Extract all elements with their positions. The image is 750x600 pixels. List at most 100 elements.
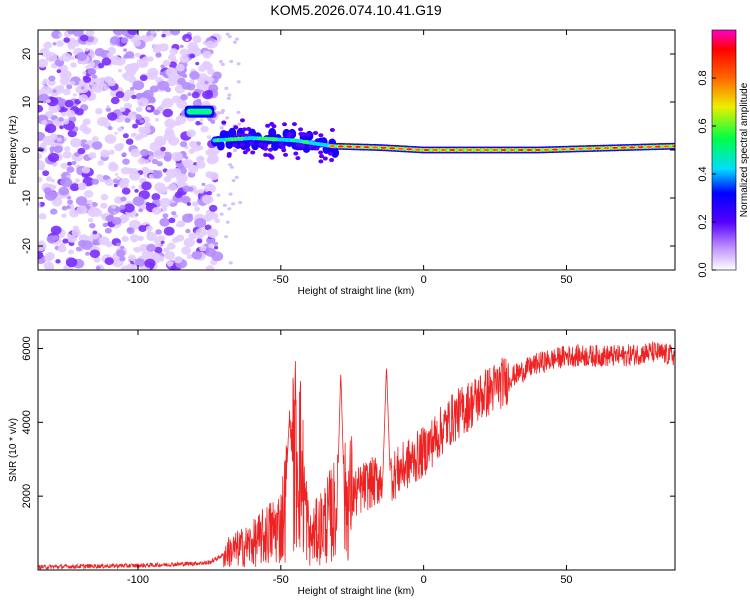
noise-blob (46, 176, 53, 182)
noise-blob (60, 107, 65, 112)
noise-blob (144, 258, 156, 269)
noise-blob (70, 62, 77, 68)
noise-blob (69, 183, 80, 192)
trace-core-inner (594, 147, 601, 150)
noise-blob (232, 148, 237, 153)
noise-blob (229, 59, 234, 64)
noise-blob (182, 185, 191, 193)
trace-scatter (233, 125, 239, 130)
noise-blob (81, 123, 86, 128)
trace-core-inner (389, 147, 396, 150)
noise-blob (129, 213, 136, 218)
noise-blob (92, 230, 98, 235)
noise-blob (186, 202, 192, 206)
noise-blob (153, 109, 161, 116)
trace-scatter (249, 141, 255, 146)
snr-panel: -100 -50 0 50 2000 4000 6000 Height of straigh… (8, 329, 676, 597)
trace-scatter (299, 143, 305, 148)
noise-blob (238, 200, 243, 205)
trace-scatter (268, 154, 274, 159)
bottom-y-axis-label: SNR (10 * v/v) (8, 418, 19, 482)
noise-blob (191, 201, 199, 207)
noise-blob (225, 32, 230, 36)
trace-scatter (281, 148, 287, 153)
noise-blob (119, 106, 126, 112)
noise-blob (55, 40, 64, 47)
noise-blob (139, 74, 148, 82)
noise-blob (66, 84, 73, 90)
noise-blob (202, 50, 212, 59)
noise-blob (98, 236, 110, 246)
trace-scatter (305, 132, 311, 137)
bottom-y-tick-label: 4000 (21, 410, 33, 434)
noise-blob (126, 227, 135, 235)
noise-blob (228, 163, 233, 167)
noise-blob (236, 110, 241, 114)
noise-blob (123, 203, 135, 213)
trace-core-inner (449, 149, 456, 151)
noise-blob (91, 178, 100, 185)
noise-blob (109, 36, 121, 45)
trace-scatter (263, 146, 269, 151)
noise-blob (137, 97, 149, 108)
noise-blob (198, 189, 205, 194)
noise-blob (52, 235, 60, 241)
trace-core-inner (414, 148, 421, 151)
trace-scatter (318, 133, 324, 138)
bottom-axis-ticks: -100 -50 0 50 2000 4000 6000 (21, 330, 675, 586)
noise-blob (236, 80, 241, 84)
noise-blob (59, 125, 64, 130)
noise-blob (121, 187, 131, 195)
noise-blob (229, 165, 234, 169)
noise-blob (62, 88, 71, 96)
noise-blob (185, 38, 189, 42)
bottom-x-tick-label: -100 (127, 574, 149, 586)
noise-blob (87, 218, 94, 223)
noise-blob (154, 118, 160, 122)
noise-blob (226, 96, 231, 100)
noise-blob (104, 134, 117, 144)
trace-core-inner (500, 149, 507, 151)
noise-blob (38, 104, 44, 113)
noise-blob (159, 197, 171, 208)
noise-blob (85, 30, 95, 37)
noise-blob (227, 93, 232, 97)
bottom-x-tick-label: -50 (273, 574, 289, 586)
noise-blob (170, 30, 181, 36)
noise-blob (194, 217, 207, 228)
noise-blob (235, 37, 240, 41)
top-x-axis-label: Height of straight line (km) (298, 286, 415, 297)
noise-blob (106, 52, 114, 58)
noise-blob (115, 91, 125, 99)
trace-scatter (318, 159, 324, 164)
noise-blob (72, 30, 84, 37)
noise-blob (189, 71, 200, 80)
noise-blob (130, 86, 135, 91)
trace-core-inner (346, 145, 353, 148)
noise-blob (180, 179, 185, 184)
colorbar (711, 29, 737, 271)
trace-core-inner (474, 149, 481, 151)
noise-blob (110, 96, 120, 105)
noise-blob (206, 236, 216, 245)
noise-blob (134, 258, 146, 267)
noise-blob (67, 161, 73, 166)
top-y-tick-label: 10 (21, 96, 33, 108)
noise-blob (176, 223, 181, 227)
noise-blob (168, 136, 180, 146)
noise-blob (117, 68, 123, 73)
trace-core-inner (534, 149, 541, 151)
noise-blob (213, 241, 219, 246)
noise-blob (38, 251, 44, 260)
noise-blob (180, 94, 188, 101)
noise-blob (54, 58, 65, 67)
noise-blob (38, 152, 43, 160)
trace-scatter (243, 133, 249, 138)
colorbar-tick-label: 0.8 (697, 70, 709, 85)
noise-blob (85, 65, 90, 70)
noise-blob (67, 199, 74, 205)
noise-blob (61, 213, 67, 218)
noise-blob (160, 146, 166, 152)
trace-core-inner (354, 145, 361, 148)
noise-blob (203, 60, 209, 66)
